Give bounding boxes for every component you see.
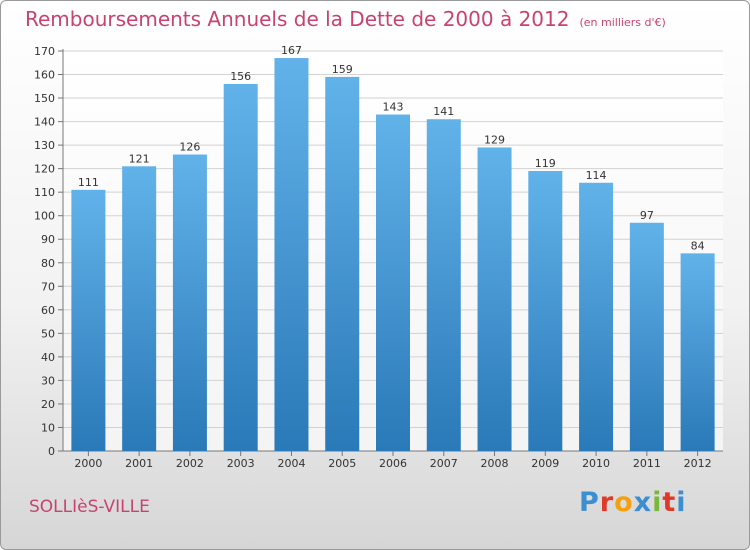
x-tick-label: 2002: [176, 457, 204, 470]
value-label: 97: [640, 209, 654, 222]
bar: [325, 76, 360, 451]
y-tick-label: 60: [41, 304, 55, 317]
bar: [680, 253, 715, 451]
x-tick-label: 2003: [227, 457, 255, 470]
logo-letter: o: [614, 487, 634, 518]
y-tick-label: 0: [48, 445, 55, 458]
y-tick-label: 20: [41, 398, 55, 411]
x-tick-label: 2009: [531, 457, 559, 470]
value-label: 84: [691, 239, 705, 252]
bar: [629, 222, 664, 451]
x-tick-label: 2007: [430, 457, 458, 470]
x-tick-label: 2012: [684, 457, 712, 470]
y-tick-label: 90: [41, 233, 55, 246]
x-tick-label: 2010: [582, 457, 610, 470]
value-label: 129: [484, 133, 505, 146]
bar: [122, 166, 157, 451]
logo-letter: i: [676, 487, 687, 518]
x-tick-label: 2001: [125, 457, 153, 470]
value-label: 159: [332, 63, 353, 76]
y-tick-label: 110: [34, 186, 55, 199]
value-label: 167: [281, 44, 302, 57]
value-label: 126: [179, 141, 200, 154]
x-tick-label: 2004: [277, 457, 305, 470]
bar: [528, 171, 563, 451]
logo-letter: r: [599, 487, 615, 518]
bar: [426, 119, 461, 451]
bar: [71, 189, 106, 451]
y-tick-label: 160: [34, 69, 55, 82]
bar: [172, 154, 207, 451]
city-name: SOLLIèS-VILLE: [29, 497, 150, 517]
x-tick-label: 2005: [328, 457, 356, 470]
logo-letter: t: [662, 487, 677, 518]
x-tick-label: 2006: [379, 457, 407, 470]
x-tick-label: 2000: [74, 457, 102, 470]
y-tick-label: 120: [34, 163, 55, 176]
bar: [376, 114, 410, 451]
y-tick-label: 80: [41, 257, 55, 270]
bar: [274, 58, 309, 451]
y-tick-label: 130: [34, 139, 55, 152]
value-label: 143: [383, 101, 404, 114]
y-tick-label: 30: [41, 374, 55, 387]
y-tick-label: 10: [41, 421, 55, 434]
logo-letter: x: [633, 487, 653, 518]
value-label: 119: [535, 157, 556, 170]
y-tick-label: 150: [34, 92, 55, 105]
value-label: 156: [230, 70, 251, 83]
chart-title: Remboursements Annuels de la Dette de 20…: [25, 7, 666, 31]
y-tick-label: 100: [34, 210, 55, 223]
logo-letter: P: [579, 487, 600, 518]
y-tick-label: 170: [34, 45, 55, 58]
value-label: 121: [129, 152, 150, 165]
x-tick-label: 2011: [633, 457, 661, 470]
bar: [223, 83, 258, 452]
value-label: 111: [78, 176, 99, 189]
y-tick-label: 40: [41, 351, 55, 364]
chart-subtitle: (en milliers d'€): [579, 16, 666, 29]
y-tick-label: 70: [41, 280, 55, 293]
value-label: 114: [586, 169, 607, 182]
x-tick-label: 2008: [481, 457, 509, 470]
y-tick-label: 50: [41, 327, 55, 340]
title-text: Remboursements Annuels de la Dette de 20…: [25, 7, 570, 31]
bar: [579, 182, 614, 451]
logo-letter: i: [652, 487, 663, 518]
y-tick-label: 140: [34, 116, 55, 129]
bar: [477, 147, 512, 451]
value-label: 141: [433, 105, 454, 118]
proxiti-logo: Proxiti: [579, 487, 687, 518]
